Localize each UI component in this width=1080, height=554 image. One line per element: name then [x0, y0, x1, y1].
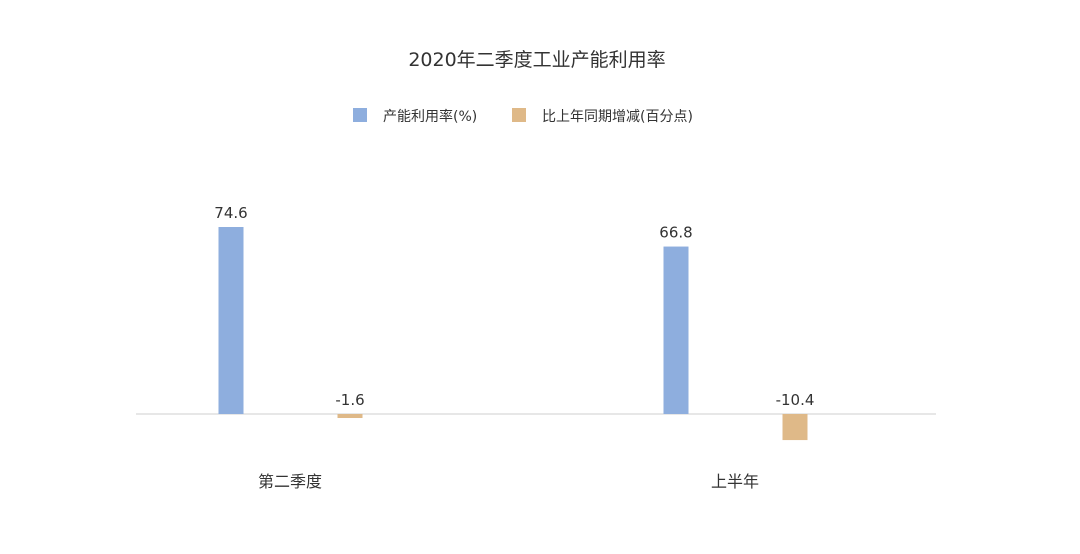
- data-label-series-2-category-1: -1.6: [335, 391, 364, 409]
- plot-area: 74.6 66.8 -1.6 -10.4 第二季度 上半年: [136, 204, 936, 491]
- bar-series-2-category-2: [782, 414, 808, 441]
- bar-series-2-category-1: [337, 414, 363, 419]
- legend-swatch-series-1: [353, 108, 367, 122]
- legend: 产能利用率(%) 比上年同期增减(百分点): [353, 108, 693, 125]
- category-label-2: 上半年: [711, 472, 759, 491]
- data-label-series-1-category-1: 74.6: [214, 204, 247, 222]
- data-label-series-2-category-2: -10.4: [776, 391, 815, 409]
- legend-swatch-series-2: [512, 108, 526, 122]
- legend-label-series-1: 产能利用率(%): [383, 108, 477, 125]
- category-label-1: 第二季度: [258, 472, 322, 491]
- bar-series-1-category-2: [663, 246, 689, 414]
- legend-label-series-2: 比上年同期增减(百分点): [542, 109, 693, 125]
- chart-title: 2020年二季度工业产能利用率: [408, 49, 665, 71]
- data-label-series-1-category-2: 66.8: [659, 224, 692, 242]
- bar-series-1-category-1: [218, 227, 244, 414]
